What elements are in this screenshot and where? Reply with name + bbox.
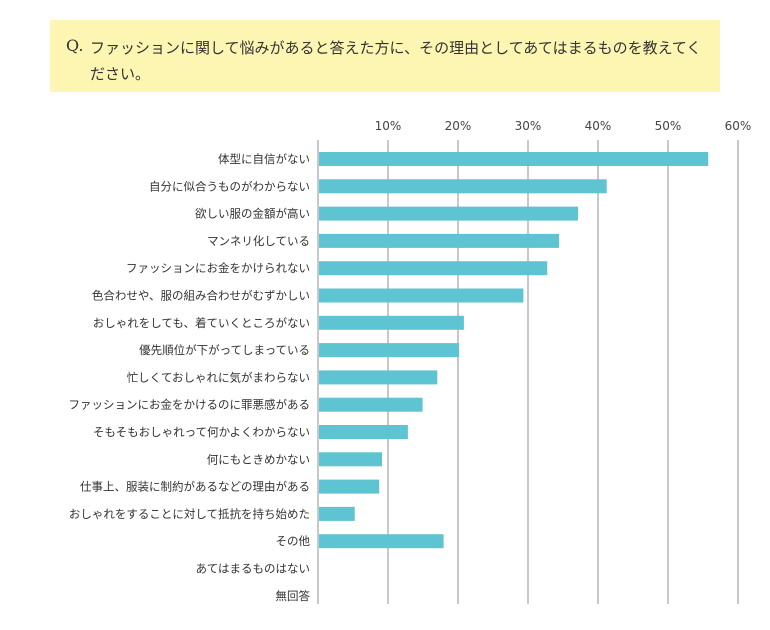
x-tick-label: 60%: [725, 119, 752, 133]
category-label: あてはまるものはない: [195, 562, 310, 576]
category-label: 仕事上、服装に制約があるなどの理由がある: [80, 480, 310, 494]
bar: [319, 370, 438, 385]
question-box: Q. ファッションに関して悩みがあると答えた方に、その理由としてあてはまるものを…: [50, 20, 720, 92]
category-label: 無回答: [276, 589, 311, 603]
category-label: 体型に自信がない: [218, 152, 310, 166]
category-label: 色合わせや、服の組み合わせがむずかしい: [92, 289, 310, 303]
category-label: 優先順位が下がってしまっている: [139, 343, 310, 357]
bar: [319, 288, 524, 303]
category-label: その他: [276, 534, 311, 548]
bar: [319, 206, 578, 221]
category-label: 自分に似合うものがわからない: [149, 179, 310, 193]
category-label: おしゃれをすることに対して抵抗を持ち始めた: [69, 507, 310, 521]
category-label: ファッションにお金をかけられない: [126, 261, 310, 275]
bar: [319, 397, 423, 412]
bar: [319, 261, 548, 276]
x-tick-label: 30%: [515, 119, 542, 133]
bar: [319, 534, 444, 549]
category-label: ファッションにお金をかけるのに罪悪感がある: [69, 398, 311, 412]
x-tick-label: 10%: [375, 119, 402, 133]
category-label: そもそもおしゃれって何かよくわからない: [93, 425, 310, 439]
x-tick-label: 40%: [585, 119, 612, 133]
bar: [319, 152, 709, 166]
question-mark: Q.: [66, 36, 84, 55]
bar: [319, 452, 382, 467]
bar: [319, 343, 459, 358]
category-label: おしゃれをしても、着ていくところがない: [93, 316, 310, 330]
category-label: 忙しくておしゃれに気がまわらない: [127, 370, 310, 384]
category-label: マンネリ化している: [207, 234, 310, 248]
bar: [319, 479, 380, 494]
bar: [319, 233, 560, 248]
x-tick-label: 50%: [655, 119, 682, 133]
category-label: 何にもときめかない: [207, 452, 310, 466]
category-label: 欲しい服の金額が高い: [195, 207, 310, 221]
bar: [319, 179, 607, 194]
bar: [319, 315, 464, 330]
bar: [319, 506, 355, 521]
x-tick-label: 20%: [445, 119, 472, 133]
bar: [319, 425, 408, 439]
question-text: ファッションに関して悩みがあると答えた方に、その理由としてあてはまるものを教えて…: [90, 39, 702, 83]
